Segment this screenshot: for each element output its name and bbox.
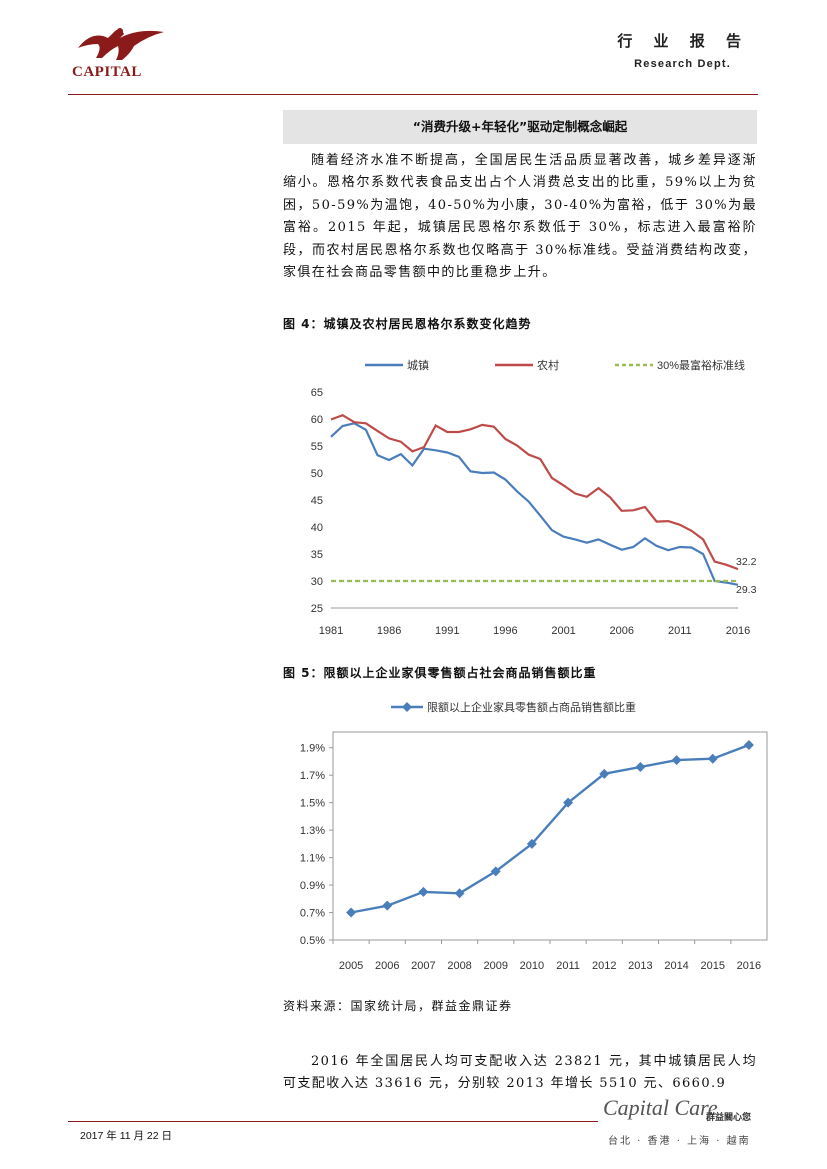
source-note: 资料来源：国家统计局，群益金鼎证券 — [283, 999, 513, 1013]
legend-label-0: 城镇 — [407, 358, 429, 372]
y-tick-label: 0.5% — [300, 935, 325, 947]
y-tick-label: 1.3% — [300, 825, 325, 837]
x-tick-label: 1996 — [493, 625, 517, 637]
legend-label-1: 农村 — [537, 358, 559, 372]
y-tick-label: 50 — [311, 468, 323, 480]
x-tick-label: 2011 — [556, 960, 580, 972]
plot-frame — [332, 731, 768, 941]
x-tick-label: 2012 — [592, 960, 616, 972]
y-tick-label: 1.9% — [300, 743, 325, 755]
end-value-label-1: 32.2 — [736, 556, 757, 568]
footer-divider — [68, 1121, 598, 1122]
report-dept-subtitle: Research Dept. — [634, 58, 731, 70]
y-tick-label: 0.7% — [300, 908, 325, 920]
y-tick-label: 55 — [311, 441, 323, 453]
data-point-marker — [707, 753, 718, 764]
data-point-marker — [526, 838, 537, 849]
x-tick-label: 1986 — [377, 625, 401, 637]
figure-5-caption: 图 5：限额以上企业家俱零售额占社会商品销售额比重 — [283, 666, 597, 680]
end-value-label-0: 29.3 — [736, 584, 757, 596]
report-type-title: 行 业 报 告 — [617, 32, 749, 50]
data-point-marker — [454, 888, 465, 899]
series-line-0 — [330, 422, 739, 586]
series-line — [350, 743, 750, 914]
x-tick-label: 2006 — [375, 960, 399, 972]
data-point-marker — [599, 768, 610, 779]
data-point-marker — [635, 761, 646, 772]
closing-paragraph: 2016 年全国居民人均可支配收入达 23821 元，其中城镇居民人均可支配收入… — [283, 1051, 757, 1096]
x-tick-label: 2007 — [411, 960, 435, 972]
x-tick-label: 1991 — [435, 625, 459, 637]
x-tick-label: 1981 — [319, 625, 343, 637]
closing-text: 2016 年全国居民人均可支配收入达 23821 元，其中城镇居民人均可支配收入… — [283, 1054, 757, 1092]
data-point-marker — [563, 797, 574, 808]
furniture-share-chart: 限额以上企业家具零售额占商品销售额比重 0.5% 0.7% 0.9% 1.1% 1.3% 1… — [300, 700, 768, 972]
x-tick-label: 2008 — [447, 960, 471, 972]
x-tick-label: 2014 — [664, 960, 688, 972]
y-tick-label: 45 — [311, 495, 323, 507]
y-tick-label: 1.7% — [300, 770, 325, 782]
x-tick-label: 2009 — [484, 960, 508, 972]
report-date: 2017 年 11 月 22 日 — [80, 1130, 173, 1142]
x-tick-label: 2011 — [668, 625, 692, 637]
y-tick-label: 65 — [311, 387, 323, 399]
eagle-logo-icon — [78, 28, 164, 60]
data-point-marker — [490, 866, 501, 877]
y-tick-label: 60 — [311, 414, 323, 426]
y-tick-label: 1.1% — [300, 853, 325, 865]
footer-brand-cn: 群益關心您 — [706, 1113, 752, 1123]
x-tick-label: 2001 — [551, 625, 575, 637]
legend-label-2: 30%最富裕标准线 — [657, 358, 745, 372]
section-paragraph: 随着经济水准不断提高，全国居民生活品质显著改善，城乡差异逐渐缩小。恩格尔系数代表… — [283, 150, 757, 284]
footer-brand: Capital Care — [603, 1095, 718, 1120]
y-tick-label: 0.9% — [300, 880, 325, 892]
x-tick-label: 2010 — [520, 960, 544, 972]
figure-4-caption: 图 4：城镇及农村居民恩格尔系数变化趋势 — [283, 317, 532, 331]
y-tick-label: 40 — [311, 522, 323, 534]
y-tick-label: 25 — [311, 603, 323, 615]
x-tick-label: 2006 — [609, 625, 633, 637]
series-line-1 — [330, 413, 739, 571]
header-divider — [68, 94, 758, 95]
paragraph-text: 随着经济水准不断提高，全国居民生活品质显著改善，城乡差异逐渐缩小。恩格尔系数代表… — [283, 153, 757, 281]
data-point-marker — [418, 886, 429, 897]
engel-coefficient-chart: 城镇 农村 30%最富裕标准线 25 30 35 40 45 50 55 60 65 1981 1986 1… — [311, 358, 757, 637]
data-point-marker — [382, 900, 393, 911]
data-point-marker — [743, 739, 754, 750]
y-tick-label: 1.5% — [300, 798, 325, 810]
company-logo: CAPITAL — [68, 24, 172, 84]
data-point-marker — [346, 907, 357, 918]
x-tick-label: 2005 — [339, 960, 363, 972]
x-tick-label: 2013 — [628, 960, 652, 972]
x-tick-label: 2016 — [726, 625, 750, 637]
logo-text: CAPITAL — [72, 64, 142, 80]
y-tick-label: 35 — [311, 549, 323, 561]
footer-locations: 台北 · 香港 · 上海 · 越南 — [608, 1136, 751, 1147]
legend-marker — [402, 702, 412, 712]
legend-label: 限额以上企业家具零售额占商品销售额比重 — [427, 700, 636, 714]
section-title: “消费升级+年轻化”驱动定制概念崛起 — [283, 110, 757, 144]
y-tick-label: 30 — [311, 576, 323, 588]
x-tick-label: 2016 — [737, 960, 761, 972]
x-tick-label: 2015 — [701, 960, 725, 972]
data-point-marker — [671, 755, 682, 766]
